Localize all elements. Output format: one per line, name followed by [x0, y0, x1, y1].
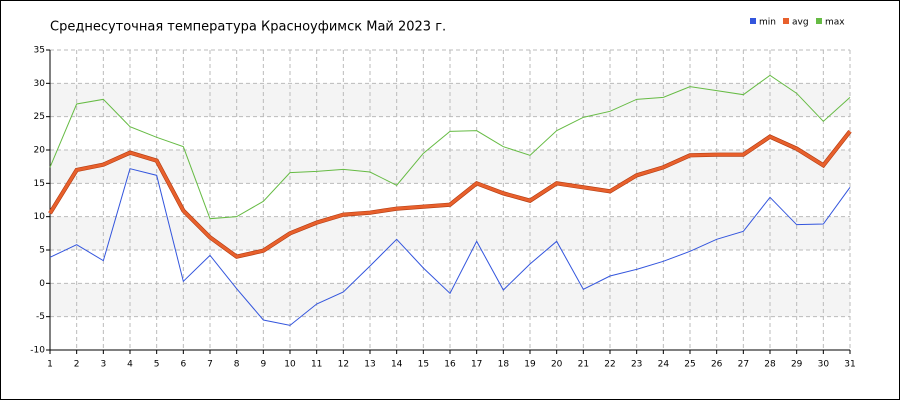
x-tick-label: 24: [658, 360, 670, 370]
x-tick-label: 3: [100, 360, 106, 370]
x-tick-label: 27: [738, 360, 749, 370]
y-tick-label: -10: [30, 346, 45, 356]
x-tick-label: 25: [684, 360, 695, 370]
x-tick-label: 15: [418, 360, 429, 370]
series-line: [48, 130, 852, 259]
y-tick-label: 30: [34, 79, 46, 89]
y-tick-label: 15: [34, 179, 45, 189]
x-tick-label: 14: [391, 360, 403, 370]
series-line: [49, 168, 851, 326]
legend-label: min: [759, 18, 776, 28]
x-tick-label: 23: [631, 360, 642, 370]
x-tick-label: 21: [578, 360, 589, 370]
y-tick-label: 0: [39, 279, 45, 289]
x-tick-label: 26: [711, 360, 723, 370]
x-tick-label: 7: [207, 360, 213, 370]
y-tick-label: 25: [34, 112, 45, 122]
x-tick-label: 30: [818, 360, 830, 370]
legend-swatch: [750, 18, 756, 24]
y-tick-label: 10: [34, 212, 46, 222]
legend-swatch: [783, 18, 789, 24]
x-tick-label: 8: [234, 360, 240, 370]
series-line: [49, 74, 851, 220]
x-tick-label: 28: [764, 360, 776, 370]
legend-label: max: [825, 18, 845, 28]
y-tick-label: 5: [39, 246, 45, 256]
x-tick-label: 20: [551, 360, 563, 370]
x-tick-label: 22: [604, 360, 615, 370]
x-tick-label: 2: [74, 360, 80, 370]
x-tick-label: 13: [364, 360, 375, 370]
y-tick-label: -5: [36, 312, 45, 322]
x-tick-label: 29: [791, 360, 803, 370]
x-tick-label: 19: [524, 360, 536, 370]
y-tick-label: 35: [34, 46, 45, 56]
chart-title: Среднесуточная температура Красноуфимск …: [50, 20, 446, 35]
x-tick-label: 6: [180, 360, 186, 370]
x-tick-label: 4: [127, 360, 133, 370]
x-tick-label: 5: [154, 360, 160, 370]
x-tick-label: 31: [844, 360, 855, 370]
legend-swatch: [816, 18, 822, 24]
x-tick-label: 18: [498, 360, 510, 370]
x-tick-label: 10: [284, 360, 296, 370]
x-tick-label: 16: [444, 360, 456, 370]
x-tick-label: 1: [47, 360, 53, 370]
x-tick-label: 11: [311, 360, 322, 370]
x-tick-label: 17: [471, 360, 482, 370]
x-tick-label: 9: [260, 360, 266, 370]
legend-label: avg: [792, 18, 809, 28]
x-tick-label: 12: [338, 360, 349, 370]
y-tick-label: 20: [34, 146, 46, 156]
